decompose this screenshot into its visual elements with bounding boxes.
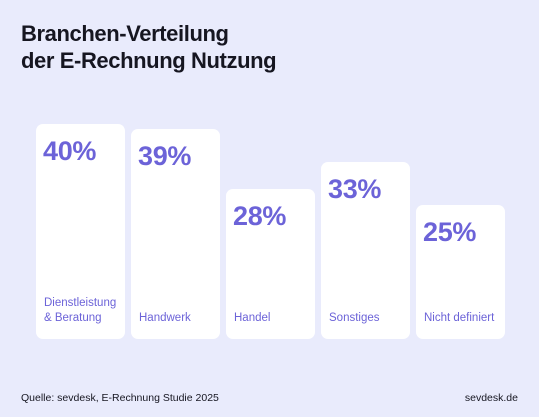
source-note: Quelle: sevdesk, E-Rechnung Studie 2025 bbox=[21, 392, 219, 404]
bar-2: 39% Handwerk bbox=[131, 129, 220, 339]
bar-3: 28% Handel bbox=[226, 188, 315, 339]
bar-category-label: Handel bbox=[234, 311, 271, 324]
chart-title: Branchen-Verteilung der E-Rechnung Nutzu… bbox=[21, 20, 461, 74]
chart-title-line-1: Branchen-Verteilung bbox=[21, 21, 229, 46]
bar-4: 33% Sonstiges bbox=[321, 161, 410, 339]
bar-category-label: Handwerk bbox=[139, 311, 191, 324]
bar-category-label: Nicht definiert bbox=[424, 312, 495, 324]
bar-value-label: 39% bbox=[138, 141, 192, 172]
bar-category-label: Dienstleistung & Beratung bbox=[44, 297, 117, 324]
bar-value-label: 28% bbox=[233, 200, 287, 231]
bar-category-label: Sonstiges bbox=[329, 311, 380, 324]
bar-1: 40% Dienstleistung & Beratung bbox=[36, 124, 125, 339]
brand-link[interactable]: sevdesk.de bbox=[464, 392, 518, 404]
bar-value-label: 40% bbox=[43, 136, 97, 166]
bar-5: 25% Nicht definiert bbox=[416, 205, 505, 339]
chart-title-line-2: der E-Rechnung Nutzung bbox=[21, 48, 277, 73]
bar-value-label: 25% bbox=[423, 217, 477, 247]
bar-value-label: 33% bbox=[328, 173, 382, 204]
